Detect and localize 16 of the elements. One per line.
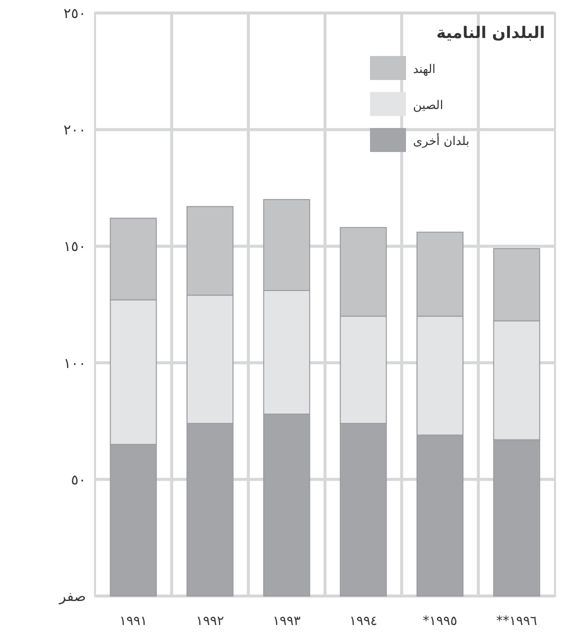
legend-label: الهند [413, 62, 436, 76]
x-tick-label: ١٩٩٣ [272, 614, 301, 629]
y-tick-label: صفر [58, 589, 86, 605]
legend-label: الصين [413, 98, 444, 112]
x-tick-label: ١٩٩٦** [496, 614, 538, 629]
y-tick-label: ٢٥٠ [63, 6, 86, 22]
x-tick-label: ١٩٩١ [119, 614, 148, 629]
x-tick-label: ١٩٩٤ [349, 614, 378, 629]
y-tick-label: ٢٠٠ [63, 122, 86, 139]
x-tick-label: ١٩٩٥* [422, 614, 458, 629]
y-tick-label: ٥٠ [70, 472, 86, 488]
x-tick-label: ١٩٩٢ [196, 614, 224, 629]
legend-label: بلدان أخرى [413, 133, 470, 148]
legend-title: البلدان النامية [436, 23, 545, 42]
y-tick-label: ١٠٠ [63, 356, 86, 372]
y-tick-label: ١٥٠ [63, 239, 86, 256]
